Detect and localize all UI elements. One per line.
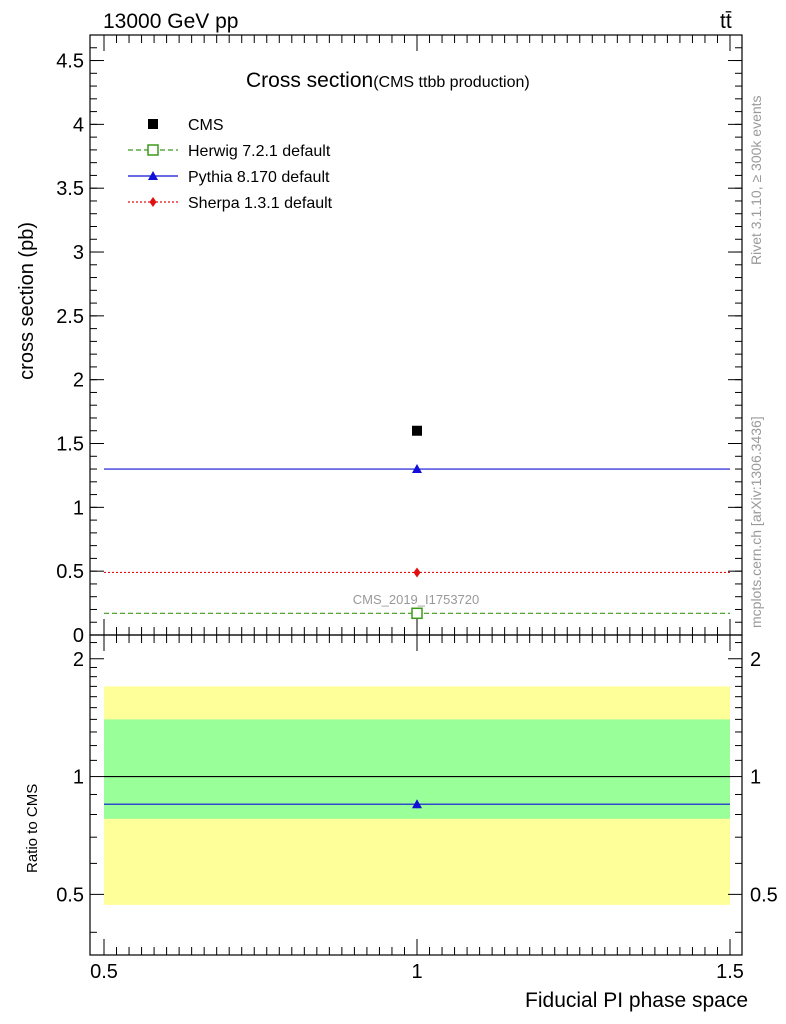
legend-label-cms: CMS <box>188 117 224 134</box>
main-y-tick-label: 1.5 <box>56 434 84 456</box>
ratio-y-tick-label-right: 0.5 <box>750 884 778 906</box>
x-tick-label: 0.5 <box>90 961 118 983</box>
main-y-tick-label: 0 <box>73 625 84 647</box>
legend-label-pythia: Pythia 8.170 default <box>188 169 330 186</box>
ratio-y-axis: 0.5 0.5 1 1 2 2 <box>56 642 778 933</box>
ratio-y-tick-label-right: 1 <box>750 767 761 789</box>
data-point-sherpa <box>413 567 421 578</box>
legend-label-herwig: Herwig 7.2.1 default <box>188 143 331 160</box>
data-point-pythia <box>412 464 422 474</box>
chart-subtitle: (CMS ttbb production) <box>373 74 530 91</box>
ratio-y-axis-label: Ratio to CMS <box>24 784 41 873</box>
x-axis: 0.5 1 1.5 <box>90 35 744 983</box>
legend-marker-pythia <box>148 171 158 180</box>
main-y-tick-label: 2.5 <box>56 306 84 328</box>
legend-marker-sherpa <box>149 197 157 207</box>
ratio-series <box>104 775 730 809</box>
rivet-info: Rivet 3.1.10, ≥ 300k events <box>748 95 764 265</box>
ratio-bands <box>104 686 730 905</box>
data-point-cms <box>412 425 422 436</box>
chart-title-main: Cross section <box>246 69 373 92</box>
x-tick-label: 1.5 <box>716 961 744 983</box>
legend-marker-herwig <box>147 144 159 156</box>
legend-label-sherpa: Sherpa 1.3.1 default <box>188 195 333 212</box>
ratio-y-tick-label: 1 <box>73 767 84 789</box>
ratio-y-tick-label-right: 2 <box>750 649 761 671</box>
energy-label: 13000 GeV pp <box>103 10 238 33</box>
ratio-y-tick-label: 2 <box>73 649 84 671</box>
analysis-watermark: CMS_2019_I1753720 <box>353 592 480 607</box>
ratio-point-pythia <box>412 799 422 809</box>
main-y-axis: 0 0.5 1 1.5 2 2.5 3 3.5 4 4.5 <box>56 34 742 647</box>
ratio-panel-frame <box>89 634 743 956</box>
main-y-tick-label: 0.5 <box>56 561 84 583</box>
main-series <box>104 425 730 620</box>
x-tick-label: 1 <box>411 961 422 983</box>
main-y-tick-label: 4 <box>73 114 84 136</box>
main-y-tick-label: 3 <box>73 242 84 264</box>
legend-marker-cms <box>148 119 158 129</box>
mcplots-info: mcplots.cern.ch [arXiv:1306.3436] <box>748 416 764 628</box>
chart-title: Cross section(CMS ttbb production) <box>246 69 530 92</box>
main-y-tick-label: 1 <box>73 497 84 519</box>
data-point-herwig <box>411 607 423 620</box>
legend: CMS Herwig 7.2.1 default Pythia 8.170 defa… <box>128 117 333 212</box>
ratio-y-tick-label: 0.5 <box>56 884 84 906</box>
x-axis-label: Fiducial PI phase space <box>525 989 748 1012</box>
main-y-tick-label: 4.5 <box>56 51 84 73</box>
main-y-tick-label: 2 <box>73 370 84 392</box>
main-y-axis-label: cross section (pb) <box>16 222 38 380</box>
process-label: tt̄ <box>720 10 732 33</box>
main-y-tick-label: 3.5 <box>56 178 84 200</box>
